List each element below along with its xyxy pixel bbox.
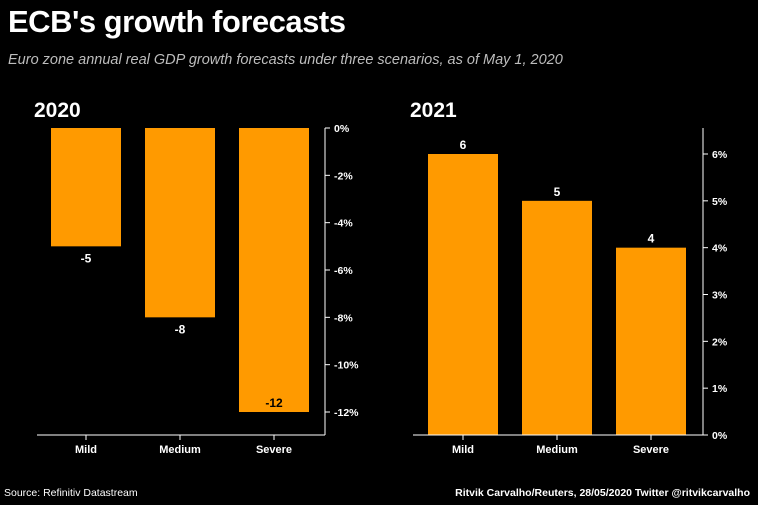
panel-2020-category-mild: Mild (75, 444, 97, 456)
panel-2020-y-tick-label-6: -12% (334, 407, 359, 419)
panel-2020-category-medium: Medium (159, 444, 201, 456)
panel-2021-bar-medium (522, 200, 592, 435)
panel-2021-y-tick-label-5: 5% (712, 196, 728, 208)
panel-2021-value-label-medium: 5 (554, 185, 561, 199)
panel-2021-value-label-mild: 6 (460, 138, 467, 152)
panel-2021-y-tick-label-0: 0% (712, 430, 728, 442)
panel-2021-bar-mild (428, 154, 498, 435)
panel-2021-y-tick-label-6: 6% (712, 149, 728, 161)
panel-2021-y-tick-label-1: 1% (712, 383, 728, 395)
chart-subtitle: Euro zone annual real GDP growth forecas… (8, 52, 563, 68)
panel-2020-y-tick-label-3: -6% (334, 265, 353, 277)
panel-2021-bar-severe (616, 247, 686, 435)
source-note: Source: Refinitiv Datastream (4, 487, 138, 499)
panel-2021-category-medium: Medium (536, 444, 578, 456)
panel-2021-value-label-severe: 4 (648, 232, 655, 246)
credit-note: Ritvik Carvalho/Reuters, 28/05/2020 Twit… (455, 487, 750, 499)
panel-2021-y-tick-label-2: 2% (712, 336, 728, 348)
chart-title: ECB's growth forecasts (8, 4, 346, 39)
panel-2020-y-tick-label-4: -8% (334, 312, 353, 324)
panel-2021-y-tick-label-4: 4% (712, 243, 728, 255)
panel-2020-value-label-severe: -12 (265, 396, 283, 410)
panel-2020-value-label-medium: -8 (175, 322, 186, 336)
panel-2020-value-label-mild: -5 (81, 251, 92, 265)
panel-2020-y-tick-label-0: 0% (334, 123, 350, 135)
panel-2020-y-tick-label-1: -2% (334, 170, 353, 182)
panel-2020-y-tick-label-2: -4% (334, 218, 353, 230)
panel-2021-y-tick-label-3: 3% (712, 290, 728, 302)
panel-2020-bar-medium (145, 128, 215, 318)
panel-2020-category-severe: Severe (256, 444, 292, 456)
panel-2020-bar-severe (239, 128, 309, 412)
panel-title-2021: 2021 (410, 99, 457, 122)
panel-2020-bar-mild (51, 128, 121, 247)
panel-2021-category-mild: Mild (452, 444, 474, 456)
panel-2020-y-tick-label-5: -10% (334, 360, 359, 372)
panel-2021-category-severe: Severe (633, 444, 669, 456)
panel-title-2020: 2020 (34, 99, 81, 122)
